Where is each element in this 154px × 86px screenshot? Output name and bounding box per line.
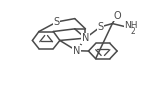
Text: N: N (73, 46, 80, 56)
Text: O: O (113, 11, 121, 21)
Text: 2: 2 (130, 27, 135, 36)
Text: S: S (54, 17, 60, 27)
Text: N: N (82, 33, 89, 43)
Text: S: S (97, 22, 103, 32)
Text: NH: NH (124, 21, 138, 30)
